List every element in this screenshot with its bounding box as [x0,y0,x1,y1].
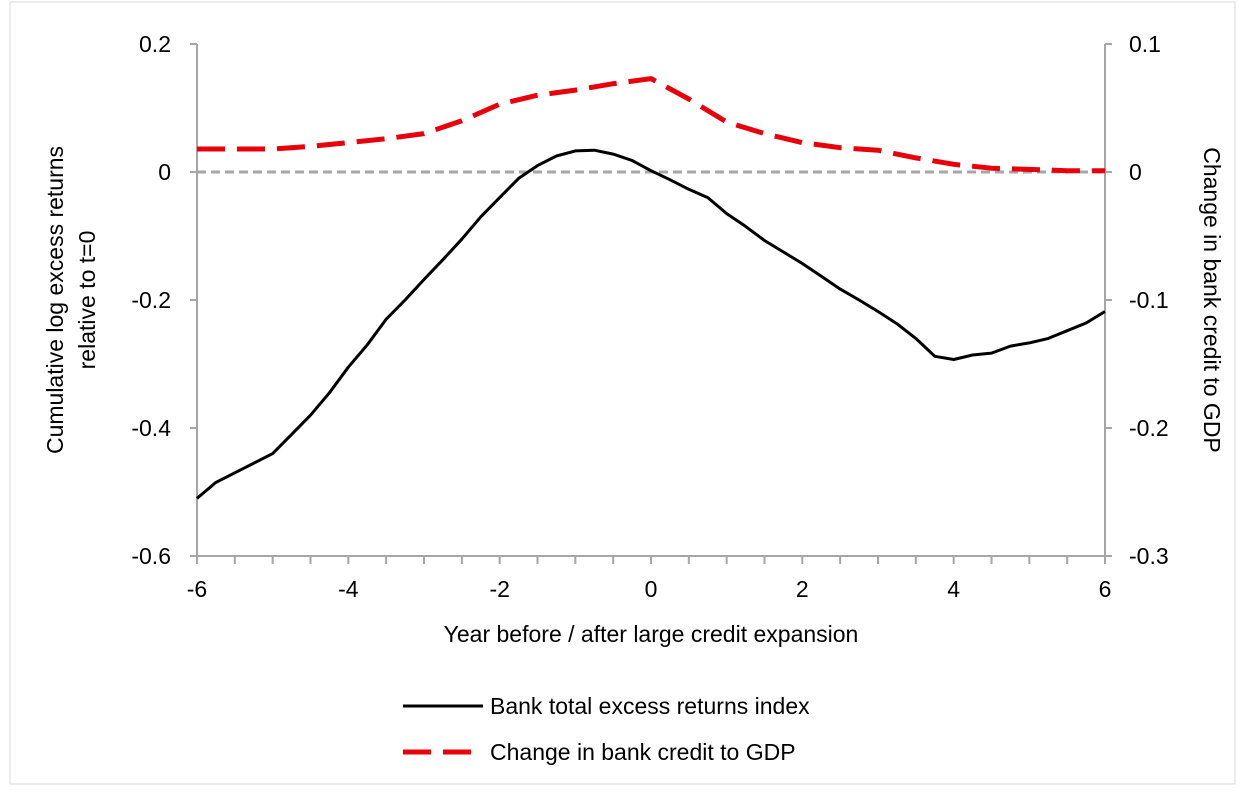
y-left-axis-title-line: Cumulative log excess returns [42,146,68,454]
y-left-tick-label: -0.4 [131,415,171,441]
x-tick-label: -6 [187,576,207,602]
y-left-tick-label: 0.2 [139,31,171,57]
series-lines [196,76,1106,500]
y-left-tick-label: -0.6 [131,543,171,569]
series-line-bank-returns [196,148,1106,500]
y-left-axis-title: Cumulative log excess returns relative to… [42,146,100,454]
x-tick-label: -4 [338,576,359,602]
legend-label-credit-change: Change in bank credit to GDP [490,739,796,765]
x-tick-label: 6 [1099,576,1112,602]
series-line-credit-change [197,76,1105,174]
chart-frame [9,1,1236,785]
y-left-axis-title-line: relative to t=0 [74,231,100,370]
y-left-tick-label: -0.2 [131,287,171,313]
y-right-tick-label: 0 [1129,159,1142,185]
y-right-tick-label: -0.1 [1129,287,1169,313]
y-right-tick-label: 0.1 [1129,31,1161,57]
x-tick-label: 2 [796,576,809,602]
x-tick-label: 0 [645,576,658,602]
y-left-tick-label: 0 [158,159,171,185]
legend: Bank total excess returns index Change in… [403,693,810,765]
y-right-tick-label: -0.2 [1129,415,1169,441]
x-tick-label: 4 [947,576,960,602]
y-right-axis-title: Change in bank credit to GDP [1199,147,1225,453]
x-tick-label: -2 [489,576,509,602]
axis-labels: 0.2 0 -0.2 -0.4 -0.6 0.1 0 -0.1 -0.2 -0.3 -6 -4 -2 0 2… [42,31,1225,647]
legend-label-bank-returns: Bank total excess returns index [490,693,810,719]
x-axis-title: Year before / after large credit expansi… [444,621,859,647]
y-right-tick-label: -0.3 [1129,543,1169,569]
